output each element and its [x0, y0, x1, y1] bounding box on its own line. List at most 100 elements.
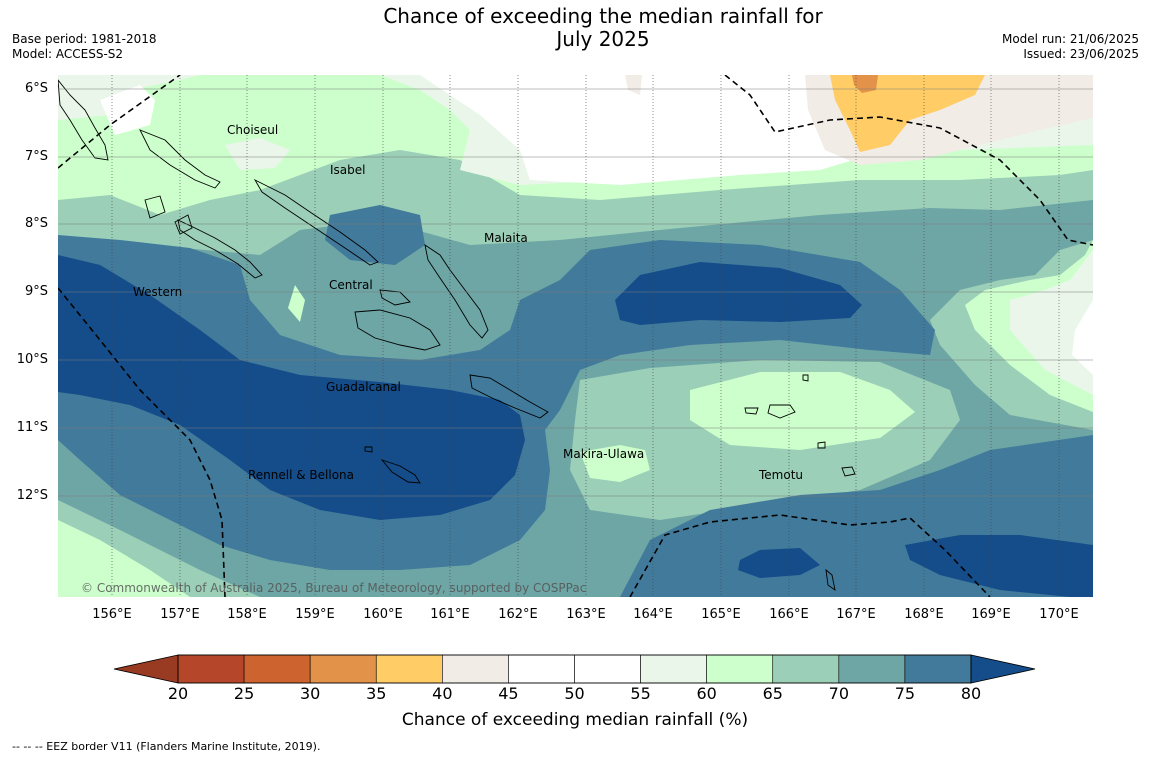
colorbar-swatch: [574, 654, 641, 684]
coast-utupua: [817, 441, 826, 449]
band-80-east: [615, 262, 862, 325]
colorbar-swatch: [904, 654, 972, 684]
band-55-60-east: [1010, 250, 1093, 395]
band-60-65-southwest: [58, 520, 190, 597]
region-label-central: Central: [329, 278, 373, 292]
band-60-65-small: [288, 285, 305, 322]
region-label-malaita: Malaita: [484, 231, 528, 245]
eez-border-south: [629, 514, 991, 597]
model-run-text: Model run: 21/06/2025: [1001, 32, 1139, 46]
colorbar-swatch: [838, 654, 906, 684]
band-60-65-central: [690, 372, 915, 450]
coast-guadalcanal: [354, 309, 441, 351]
lon-label: 161°E: [430, 607, 470, 622]
band-60-65-makira: [580, 445, 650, 482]
lon-label: 160°E: [363, 607, 403, 622]
lon-label: 168°E: [904, 607, 944, 622]
colorbar-tick-label: 45: [498, 684, 519, 703]
lat-label: 9°S: [24, 284, 48, 299]
colorbar-tick-label: 60: [696, 684, 717, 703]
lat-label: 10°S: [16, 352, 48, 367]
region-label-guadalcanal: Guadalcanal: [326, 380, 401, 394]
band-45-55-east: [1072, 300, 1093, 375]
lon-label: 167°E: [836, 607, 876, 622]
lon-label: 157°E: [160, 607, 200, 622]
coast-rennell: [380, 459, 421, 484]
eez-border-northeast: [724, 75, 1093, 246]
colorbar-tick-label: 20: [167, 684, 189, 703]
colorbar-tick-label: 80: [960, 684, 982, 703]
colorbar-tick-label: 25: [233, 684, 255, 703]
eez-border-west: [58, 287, 226, 597]
colorbar-swatch: [772, 654, 840, 684]
map-title-line1: Chance of exceeding the median rainfall …: [383, 4, 823, 28]
lon-label: 162°E: [498, 607, 538, 622]
colorbar-tick-label: 50: [564, 684, 585, 703]
lon-label: 164°E: [633, 607, 673, 622]
eez-borders: [58, 75, 1093, 597]
meta-left: Base period: 1981-2018 Model: ACCESS-S2: [12, 32, 157, 62]
coast-santa-cruz-small: [744, 407, 759, 415]
coast-new-georgia: [177, 219, 263, 279]
coast-isabel: [253, 178, 379, 266]
coastlines: [58, 79, 856, 592]
lon-label: 158°E: [227, 607, 267, 622]
band-35-40: [830, 75, 985, 152]
lon-label: 166°E: [769, 607, 809, 622]
graticule-latitude: [58, 88, 1093, 497]
model-text: Model: ACCESS-S2: [12, 47, 124, 61]
lon-label: 159°E: [295, 607, 335, 622]
graticule-longitude: [111, 75, 1060, 597]
lon-label: 165°E: [701, 607, 741, 622]
colorbar-swatch: [442, 654, 509, 684]
colorbar-tick-label: 65: [762, 684, 783, 703]
region-label-makira-ulawa: Makira-Ulawa: [563, 447, 645, 461]
colorbar-swatch: [177, 654, 245, 684]
coast-kolombangara: [174, 214, 193, 235]
band-80-west: [58, 255, 525, 520]
colorbar-swatch: [508, 654, 575, 684]
coast-tikopia: [825, 568, 836, 592]
copyright-text: © Commonwealth of Australia 2025, Bureau…: [81, 581, 587, 595]
lat-label: 12°S: [16, 488, 48, 503]
colorbar-swatches: [177, 654, 972, 684]
coast-choiseul: [139, 129, 221, 189]
colorbar-tick-label: 40: [432, 684, 453, 703]
coast-bougainville: [58, 79, 109, 161]
band-80-southeast: [738, 535, 1093, 597]
rainfall-map: [58, 75, 1093, 597]
colorbar-swatch: [640, 654, 707, 684]
colorbar: [113, 654, 1036, 684]
coast-reef: [802, 374, 809, 382]
region-label-isabel: Isabel: [330, 163, 366, 177]
band-30-35: [852, 75, 878, 93]
band-75-80-island: [325, 205, 425, 265]
coast-vella: [144, 195, 166, 219]
colorbar-tick-label: 75: [894, 684, 916, 703]
band-40-45-small: [625, 75, 642, 95]
colorbar-under-arrow: [113, 654, 179, 684]
colorbar-tick-label: 55: [630, 684, 651, 703]
eez-border-north: [58, 75, 181, 169]
colorbar-frame: [177, 654, 972, 684]
coast-vanikoro: [841, 466, 856, 477]
eez-footnote: -- -- -- EEZ border V11 (Flanders Marine…: [12, 740, 321, 753]
colorbar-swatch: [706, 654, 774, 684]
lat-label: 11°S: [16, 420, 48, 435]
map-title-line2: July 2025: [556, 27, 650, 51]
lon-label: 170°E: [1039, 607, 1079, 622]
base-period-text: Base period: 1981-2018: [12, 32, 157, 46]
band-55-60-choiseul: [225, 138, 290, 170]
coast-santa-cruz: [767, 404, 796, 419]
region-label-temotu: Temotu: [759, 468, 804, 482]
lon-label: 156°E: [92, 607, 132, 622]
lat-label: 8°S: [24, 216, 48, 231]
colorbar-tick-label: 35: [366, 684, 387, 703]
meta-right: Model run: 21/06/2025 Issued: 23/06/2025: [1002, 32, 1139, 62]
lon-label: 169°E: [971, 607, 1011, 622]
coast-malaita: [424, 244, 489, 339]
coast-makira: [469, 374, 549, 419]
colorbar-tick-label: 70: [828, 684, 849, 703]
lon-label: 163°E: [566, 607, 606, 622]
colorbar-tick-label: 30: [299, 684, 321, 703]
